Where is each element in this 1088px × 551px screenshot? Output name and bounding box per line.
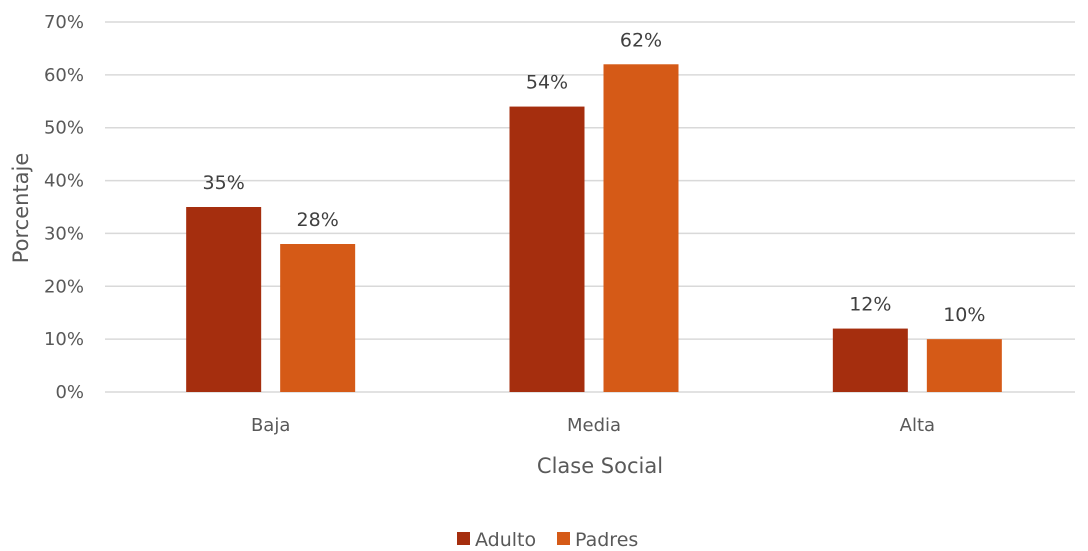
y-tick-label: 30%	[44, 223, 84, 244]
bar-adulto-alta	[832, 328, 908, 392]
bar-adulto-media	[509, 106, 585, 393]
y-axis-ticks: 0% 10% 20% 30% 40% 50% 60% 70%	[44, 12, 84, 403]
x-category-label: Alta	[900, 415, 935, 436]
legend-label-adulto: Adulto	[475, 529, 536, 551]
bar-padres-media	[603, 64, 679, 393]
data-label: 10%	[943, 304, 985, 326]
y-tick-label: 20%	[44, 276, 84, 297]
y-axis-title: Porcentaje	[9, 153, 33, 264]
data-label: 28%	[297, 209, 339, 231]
y-tick-label: 40%	[44, 171, 84, 192]
x-category-label: Media	[567, 415, 621, 436]
bar-padres-baja	[280, 244, 356, 392]
y-tick-label: 60%	[44, 65, 84, 86]
y-tick-label: 70%	[44, 12, 84, 33]
bar-padres-alta	[926, 339, 1002, 392]
data-labels: 35% 28% 54% 62% 12% 10%	[203, 29, 986, 326]
data-label: 12%	[849, 294, 891, 316]
bars	[186, 64, 1002, 393]
x-category-label: Baja	[251, 415, 290, 436]
bar-adulto-baja	[186, 207, 262, 392]
gridlines	[105, 21, 1075, 393]
legend-label-padres: Padres	[575, 529, 638, 551]
data-label: 35%	[203, 172, 245, 194]
legend-swatch-adulto	[457, 532, 470, 545]
y-tick-label: 50%	[44, 118, 84, 139]
data-label: 62%	[620, 29, 662, 51]
legend-swatch-padres	[557, 532, 570, 545]
x-axis-categories: Baja Media Alta	[251, 415, 935, 436]
x-axis-title: Clase Social	[537, 454, 663, 478]
y-tick-label: 10%	[44, 329, 84, 350]
y-tick-label: 0%	[55, 382, 84, 403]
legend: Adulto Padres	[457, 529, 638, 551]
data-label: 54%	[526, 72, 568, 94]
